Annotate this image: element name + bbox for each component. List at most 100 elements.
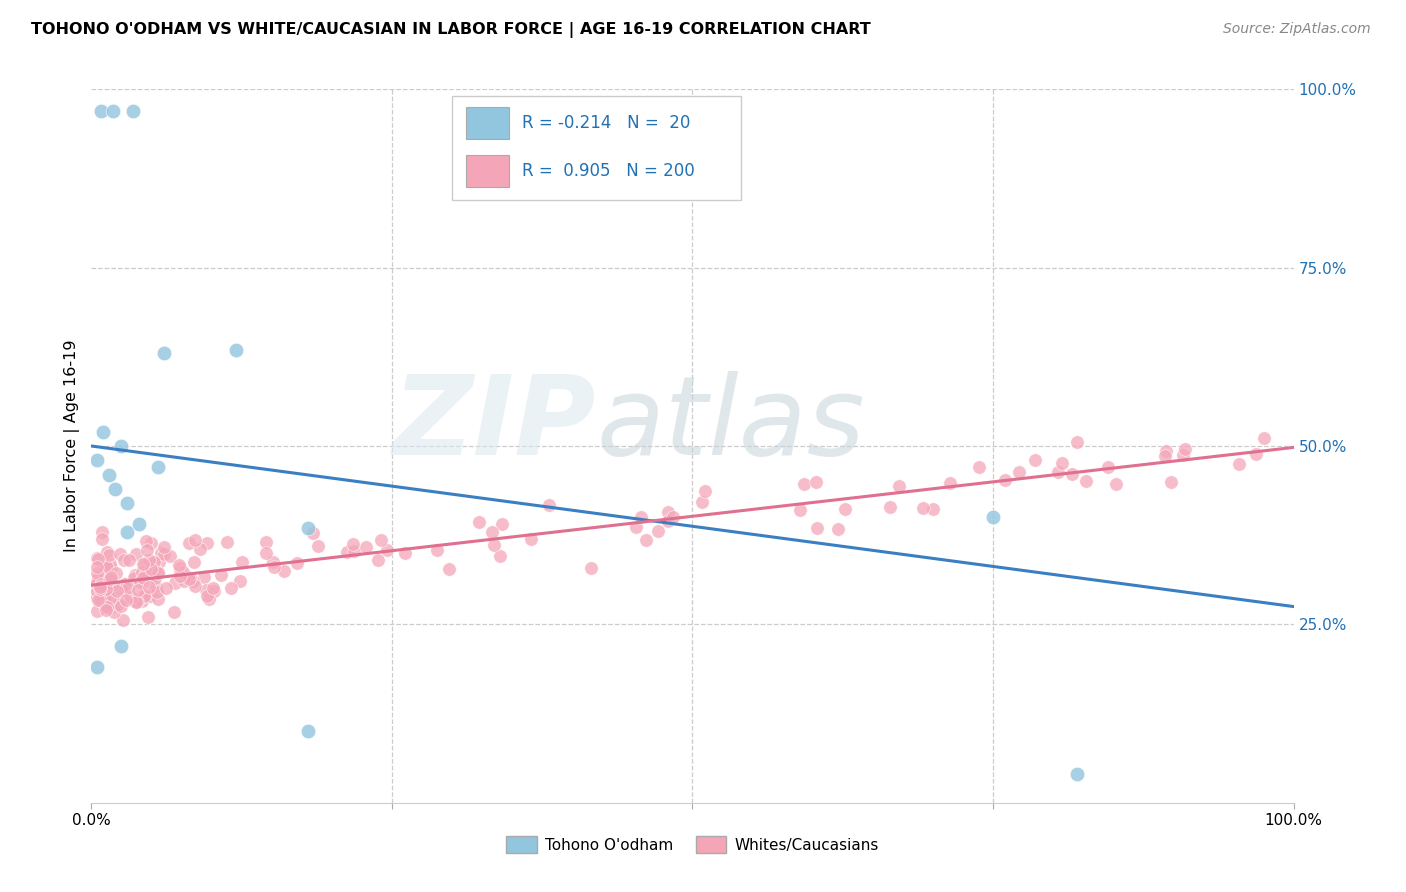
Point	[148, 591, 170, 606]
Point	[342, 536, 364, 550]
Point	[86, 591, 108, 605]
Point	[89, 592, 111, 607]
Point	[375, 543, 398, 558]
Point	[135, 533, 157, 548]
Point	[98, 572, 121, 586]
Point	[94, 582, 117, 597]
Point	[105, 583, 128, 598]
Point	[122, 103, 145, 118]
Point	[297, 724, 319, 739]
Point	[115, 593, 138, 607]
Point	[657, 505, 679, 519]
Point	[228, 574, 250, 588]
Point	[922, 502, 945, 516]
Point	[491, 516, 513, 531]
Point	[141, 568, 163, 582]
Point	[94, 592, 117, 607]
Point	[994, 474, 1017, 488]
FancyBboxPatch shape	[467, 155, 509, 187]
Point	[1047, 465, 1070, 479]
Point	[86, 589, 108, 603]
Text: TOHONO O'ODHAM VS WHITE/CAUCASIAN IN LABOR FORCE | AGE 16-19 CORRELATION CHART: TOHONO O'ODHAM VS WHITE/CAUCASIAN IN LAB…	[31, 22, 870, 38]
Point	[1060, 467, 1083, 482]
Point	[134, 567, 156, 582]
Point	[657, 514, 679, 528]
Point	[86, 574, 108, 589]
Point	[86, 660, 108, 674]
Point	[193, 569, 215, 583]
Point	[938, 476, 960, 491]
Point	[146, 460, 169, 475]
Point	[152, 346, 174, 360]
Point	[1066, 435, 1088, 450]
Point	[139, 589, 162, 603]
Point	[132, 574, 155, 589]
Point	[86, 453, 108, 467]
Point	[183, 533, 205, 547]
Point	[177, 536, 200, 550]
Point	[195, 536, 218, 550]
Point	[273, 564, 295, 578]
Point	[336, 545, 359, 559]
Point	[177, 572, 200, 586]
Point	[202, 583, 225, 598]
Point	[90, 532, 112, 546]
Point	[468, 516, 491, 530]
Point	[1024, 453, 1046, 467]
Point	[343, 544, 366, 558]
Point	[188, 541, 211, 556]
Point	[481, 525, 503, 540]
Point	[181, 574, 204, 588]
Point	[354, 540, 377, 554]
Point	[1105, 476, 1128, 491]
Point	[579, 561, 602, 575]
Point	[1253, 431, 1275, 445]
Point	[117, 581, 139, 595]
Point	[96, 580, 118, 594]
Point	[827, 522, 849, 536]
Point	[153, 547, 176, 561]
Point	[804, 475, 827, 489]
Point	[793, 477, 815, 491]
Point	[231, 555, 253, 569]
Point	[136, 610, 159, 624]
Point	[94, 574, 117, 588]
Point	[173, 574, 195, 588]
Point	[887, 479, 910, 493]
Point	[538, 499, 561, 513]
Point	[134, 557, 156, 571]
Point	[94, 599, 117, 614]
Point	[285, 556, 308, 570]
Point	[100, 573, 122, 587]
Point	[94, 559, 117, 574]
Point	[103, 606, 125, 620]
Point	[127, 595, 149, 609]
Point	[89, 588, 111, 602]
Point	[93, 425, 115, 439]
Point	[148, 556, 170, 570]
Point	[834, 502, 856, 516]
Point	[89, 589, 111, 603]
Point	[112, 553, 135, 567]
Point	[125, 595, 148, 609]
Point	[806, 521, 828, 535]
Point	[86, 578, 108, 592]
Point	[163, 605, 186, 619]
Point	[86, 574, 108, 589]
Point	[87, 581, 110, 595]
Point	[111, 583, 134, 598]
Text: R = -0.214   N =  20: R = -0.214 N = 20	[522, 114, 690, 132]
Point	[96, 559, 118, 574]
Point	[96, 599, 118, 614]
Point	[86, 584, 108, 599]
Point	[89, 580, 111, 594]
Point	[254, 535, 277, 549]
Point	[98, 591, 121, 605]
Point	[690, 494, 713, 508]
Point	[482, 538, 505, 552]
Point	[624, 519, 647, 533]
Point	[153, 541, 176, 555]
Point	[132, 589, 155, 603]
Point	[302, 525, 325, 540]
Point	[911, 501, 934, 516]
